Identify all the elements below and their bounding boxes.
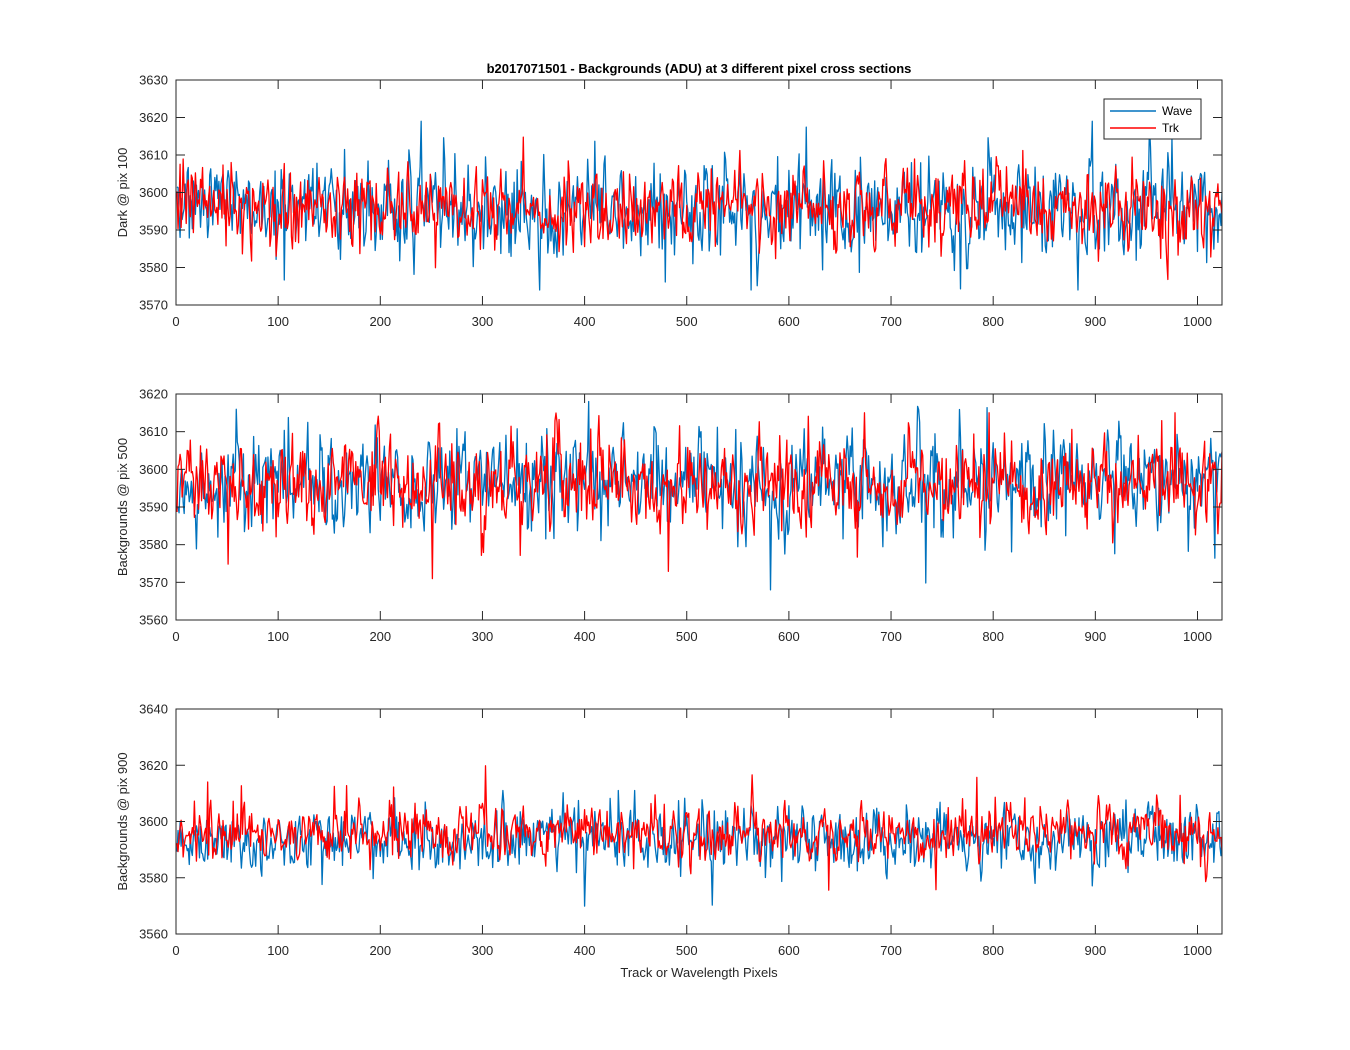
x-tick-label: 400 (574, 943, 596, 958)
legend-box (1103, 98, 1202, 140)
x-tick-label: 600 (778, 943, 800, 958)
y-tick-label: 3610 (139, 424, 168, 439)
x-tick-label: 900 (1084, 943, 1106, 958)
x-axis-label: Track or Wavelength Pixels (620, 965, 778, 980)
y-tick-label: 3590 (139, 500, 168, 515)
x-tick-label: 900 (1084, 314, 1106, 329)
x-tick-label: 1000 (1183, 943, 1212, 958)
y-tick-label: 3600 (139, 462, 168, 477)
y-axis-label: Backgrounds @ pix 900 (115, 752, 130, 890)
x-tick-label: 500 (676, 314, 698, 329)
x-tick-label: 300 (472, 629, 494, 644)
x-tick-label: 1000 (1183, 629, 1212, 644)
y-axis-label: Backgrounds @ pix 500 (115, 438, 130, 576)
x-tick-label: 500 (676, 943, 698, 958)
series-line-trk (176, 765, 1222, 891)
y-tick-label: 3570 (139, 298, 168, 313)
chart-title: b2017071501 - Backgrounds (ADU) at 3 dif… (487, 61, 912, 76)
x-tick-label: 0 (172, 314, 179, 329)
x-tick-label: 600 (778, 629, 800, 644)
y-tick-label: 3620 (139, 387, 168, 402)
x-tick-label: 200 (369, 629, 391, 644)
y-tick-label: 3600 (139, 814, 168, 829)
x-tick-label: 300 (472, 943, 494, 958)
x-tick-label: 700 (880, 943, 902, 958)
y-tick-label: 3600 (139, 185, 168, 200)
y-tick-label: 3620 (139, 110, 168, 125)
y-tick-label: 3580 (139, 870, 168, 885)
series-line-wave (176, 400, 1222, 591)
y-tick-label: 3580 (139, 537, 168, 552)
x-tick-label: 800 (982, 314, 1004, 329)
x-tick-label: 100 (267, 314, 289, 329)
x-tick-label: 500 (676, 629, 698, 644)
y-tick-label: 3560 (139, 927, 168, 942)
x-tick-label: 0 (172, 943, 179, 958)
y-tick-label: 3590 (139, 223, 168, 238)
x-tick-label: 200 (369, 943, 391, 958)
subplot-2: 0 100 200 300 400 500 600 700 800 900 1000 3560 3570… (115, 387, 1223, 644)
y-axis-label: Dark @ pix 100 (115, 148, 130, 238)
x-tick-label: 400 (574, 314, 596, 329)
y-tick-label: 3570 (139, 575, 168, 590)
subplot-3: 0 100 200 300 400 500 600 700 800 900 1000 3560 3580… (115, 702, 1223, 958)
y-tick-label: 3640 (139, 702, 168, 717)
series-line-trk (176, 412, 1222, 580)
x-tick-label: 800 (982, 943, 1004, 958)
x-tick-label: 400 (574, 629, 596, 644)
x-tick-label: 600 (778, 314, 800, 329)
y-tick-label: 3610 (139, 148, 168, 163)
series-line-trk (176, 136, 1222, 281)
x-tick-label: 1000 (1183, 314, 1212, 329)
x-tick-label: 100 (267, 629, 289, 644)
x-tick-label: 800 (982, 629, 1004, 644)
legend-label-wave: Wave (1162, 104, 1193, 118)
x-tick-label: 900 (1084, 629, 1106, 644)
x-tick-label: 100 (267, 943, 289, 958)
legend: Wave Trk (1103, 98, 1202, 140)
x-tick-label: 700 (880, 314, 902, 329)
x-tick-label: 700 (880, 629, 902, 644)
x-tick-label: 200 (369, 314, 391, 329)
y-tick-label: 3630 (139, 73, 168, 88)
legend-label-trk: Trk (1162, 121, 1180, 135)
y-tick-label: 3580 (139, 260, 168, 275)
y-tick-label: 3620 (139, 758, 168, 773)
subplot-1: 0 100 200 300 400 500 600 700 800 900 1000 3570 3580… (115, 73, 1223, 329)
x-tick-label: 0 (172, 629, 179, 644)
y-tick-label: 3560 (139, 613, 168, 628)
subplot-panels: 0 100 200 300 400 500 600 700 800 900 100035703580… (115, 73, 1223, 958)
x-tick-label: 300 (472, 314, 494, 329)
